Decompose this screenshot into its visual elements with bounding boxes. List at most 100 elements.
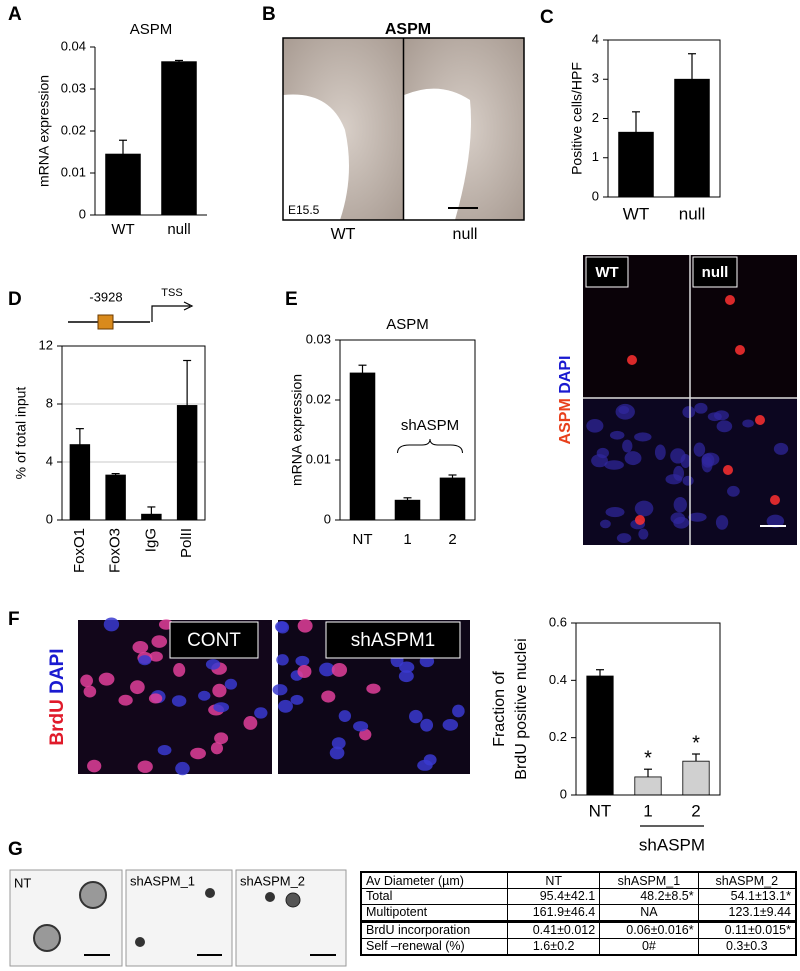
nucleus [398,670,414,683]
panel-label: G [8,839,23,860]
header-cell: shASPM_1 [599,871,699,889]
nucleus [254,707,268,719]
nucleus [331,662,348,677]
nucleus [290,694,304,705]
image-label: CONT [187,630,241,651]
sphere [265,892,275,902]
nucleus [151,635,168,648]
group-label: shASPM [639,835,705,854]
y-tick-label: 4 [46,453,53,468]
error-bar [692,753,700,762]
table-row: Multipotent 161.9±46.4 NA 123.1±9.44 [360,904,797,922]
y-axis-label: Positive cells/HPF [569,62,585,175]
panel-label: E [285,289,298,310]
y-axis-label: mRNA expression [36,75,52,187]
y-tick-label: 0.01 [306,451,331,466]
table-row: Self –renewal (%) 1.6±0.2 0# 0.3±0.3 [360,938,797,956]
header-cell: shASPM_2 [697,871,797,889]
sphere [33,924,61,952]
stain-label: ASPM [557,398,574,444]
panel-label: F [8,609,20,630]
x-tick-label: 2 [448,531,456,548]
error-bar [632,111,640,133]
nucleus [701,456,713,473]
error-bar [119,139,127,155]
sphere-image [235,869,347,967]
group-brace [397,438,463,454]
aspm-signal [725,295,735,305]
y-tick-label: 3 [592,71,599,86]
sphere [79,881,107,909]
nucleus [171,695,187,707]
x-tick-label: WT [623,204,649,223]
y-axis-label: % of total input [13,387,29,480]
y-tick-label: 0.03 [306,331,331,346]
sphere-image [125,869,233,967]
nucleus [417,759,433,771]
nucleus [118,694,133,706]
nucleus [670,448,686,464]
histology-images [282,37,525,221]
nucleus [329,746,345,760]
y-tick-label: 0.4 [549,672,567,687]
lumen [283,94,349,220]
y-tick-label: 0 [79,206,86,221]
error-bar [183,359,192,406]
nucleus [205,659,221,670]
nucleus [694,402,708,414]
nucleus [596,447,609,459]
y-tick-label: 0.02 [306,391,331,406]
stain-labels: ASPM DAPI [557,356,574,445]
x-tick-label: null [167,221,190,238]
header-cell: Av Diameter (µm) [360,871,509,889]
panel-label: B [262,4,276,25]
error-bar [596,669,604,677]
tss-label: TSS [161,287,182,299]
chart-title: ASPM [130,21,173,38]
nucleus [148,693,163,704]
image-label: shASPM_1 [130,873,195,888]
image-label: shASPM_2 [240,873,305,888]
nucleus [103,617,120,632]
tss-arrow-head [183,301,194,311]
nucleus [132,641,149,654]
nucleus [243,716,258,730]
row-label: BrdU incorporation [360,920,509,939]
row-label: Total [360,888,509,905]
nucleus [278,699,293,713]
y-tick-label: 0.2 [549,729,567,744]
nucleus [682,475,694,486]
bar [618,131,654,198]
nucleus [622,439,633,453]
plot-frame [575,622,721,796]
nucleus [272,684,288,696]
nucleus [149,651,163,662]
nucleus [742,419,754,428]
x-tick-label: NT [353,531,373,548]
cell: 161.9±46.4 [507,904,601,922]
nucleus [673,516,690,529]
x-tick-label: 1 [403,531,411,548]
bar [105,153,141,216]
y-axis-label: mRNA expression [289,374,305,486]
nucleus [682,406,696,418]
lumen [404,88,471,220]
nucleus [586,419,604,433]
nucleus [673,497,687,513]
y-tick-label: 0.04 [61,38,86,53]
nucleus [214,732,229,745]
y-tick-label: 0 [560,786,567,801]
x-tick-label: IgG [142,528,159,552]
stain-label: DAPI [557,356,574,394]
y-axis-label: Fraction of [491,671,508,747]
nucleus [138,655,152,666]
cell: 0# [599,938,699,956]
sphere [135,937,145,947]
bar [674,78,710,198]
y-tick-label: 0 [46,511,53,526]
image-title: ASPM [385,21,431,38]
image-label: WT [595,264,618,281]
nucleus [624,451,642,466]
nucleus [297,664,312,679]
label-box [585,256,629,288]
